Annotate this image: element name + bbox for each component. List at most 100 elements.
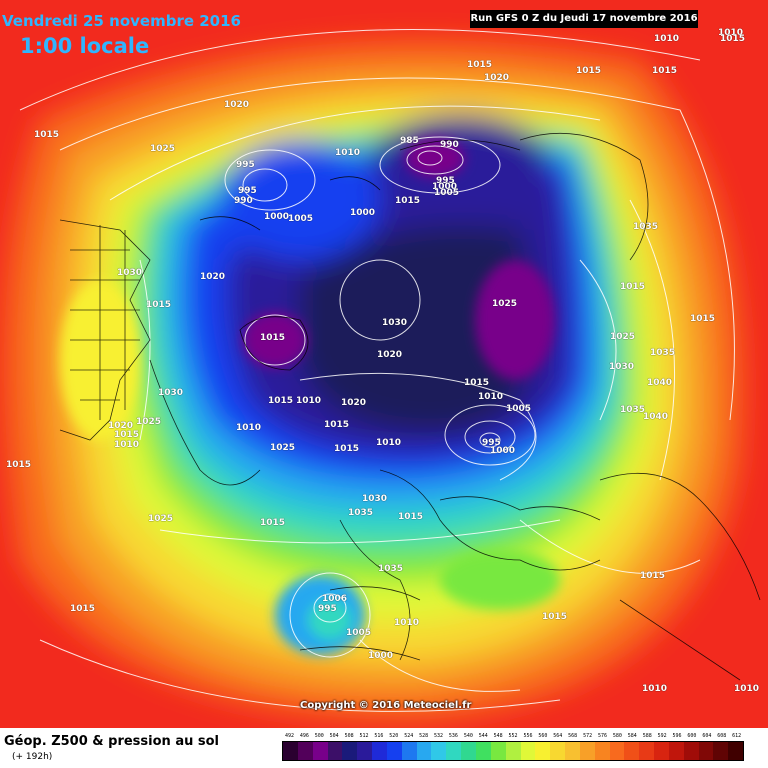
legend-label: 532 xyxy=(434,733,444,739)
isobar-label: 1015 xyxy=(34,130,60,140)
legend-label: 552 xyxy=(508,733,518,739)
isobar-label: 1010 xyxy=(114,440,140,450)
isobar-label: 1015 xyxy=(70,604,96,614)
legend-label: 496 xyxy=(299,733,309,739)
legend-label: 516 xyxy=(374,733,384,739)
copyright: Copyright © 2016 Meteociel.fr xyxy=(300,700,472,711)
model-run-label: Run GFS 0 Z du Jeudi 17 novembre 2016 xyxy=(470,10,698,28)
legend-swatch xyxy=(609,742,625,760)
forecast-date: Vendredi 25 novembre 2016 xyxy=(2,12,241,30)
isobar-label: 1000 xyxy=(350,208,376,218)
legend-swatch xyxy=(550,742,566,760)
isobar-label: 1020 xyxy=(377,350,403,360)
legend-swatch xyxy=(386,742,402,760)
legend-bar xyxy=(282,741,744,761)
legend-label: 492 xyxy=(284,733,294,739)
isobar-label: 1015 xyxy=(720,34,746,44)
isobar-label: 1025 xyxy=(150,144,176,154)
isobar-label: 990 xyxy=(440,140,459,150)
legend-swatch xyxy=(668,742,684,760)
isobar-label: 995 xyxy=(436,176,455,186)
legend-label: 556 xyxy=(523,733,533,739)
isobar-label: 1015 xyxy=(542,612,568,622)
isobar-label: 1025 xyxy=(610,332,636,342)
isobar-label: 1015 xyxy=(268,396,294,406)
legend-label: 524 xyxy=(404,733,414,739)
isobar-label: 985 xyxy=(400,136,419,146)
isobar-label: 995 xyxy=(318,604,337,614)
legend-swatch xyxy=(579,742,595,760)
legend-swatch xyxy=(565,742,580,760)
legend-swatch xyxy=(297,742,313,760)
isobar-label: 1020 xyxy=(341,398,367,408)
isobar-label: 1010 xyxy=(654,34,680,44)
legend-swatch xyxy=(520,742,536,760)
legend-label: 520 xyxy=(389,733,399,739)
legend-label: 504 xyxy=(329,733,339,739)
legend-swatch xyxy=(327,742,343,760)
legend-label: 564 xyxy=(553,733,563,739)
isobar-label: 1020 xyxy=(224,100,250,110)
isobar-label: 1020 xyxy=(108,421,134,431)
isobar-label: 1030 xyxy=(117,268,143,278)
legend-swatch xyxy=(461,742,476,760)
legend-label: 512 xyxy=(359,733,369,739)
isobar-label: 1010 xyxy=(335,148,361,158)
legend-swatch xyxy=(431,742,447,760)
isobar-label: 1040 xyxy=(647,378,673,388)
isobar-label: 1035 xyxy=(348,508,374,518)
legend-label: 584 xyxy=(627,733,637,739)
legend-label: 580 xyxy=(612,733,622,739)
legend-label: 612 xyxy=(732,733,742,739)
isobar-label: 1035 xyxy=(378,564,404,574)
legend-swatch xyxy=(624,742,640,760)
isobar-label: 1015 xyxy=(395,196,421,206)
legend-swatch xyxy=(283,742,298,760)
isobar-label: 1000 xyxy=(490,446,516,456)
legend-swatch xyxy=(490,742,506,760)
isobar-label: 1015 xyxy=(324,420,350,430)
legend-swatch xyxy=(639,742,655,760)
isobar-label: 1020 xyxy=(200,272,226,282)
legend-swatch xyxy=(698,742,714,760)
legend-swatch xyxy=(713,742,729,760)
legend-label: 608 xyxy=(717,733,727,739)
legend-swatch xyxy=(475,742,491,760)
legend-label: 500 xyxy=(314,733,324,739)
isobar-label: 1005 xyxy=(346,628,372,638)
legend-label: 544 xyxy=(478,733,488,739)
isobar-label: 1005 xyxy=(434,188,460,198)
isobar-label: 1000 xyxy=(432,182,458,192)
legend-swatch xyxy=(401,742,417,760)
weather-map: Vendredi 25 novembre 2016 1:00 locale Ru… xyxy=(0,0,768,728)
legend-label: 536 xyxy=(448,733,458,739)
color-legend: 492 496 500 504 508 512 516 520 524 528 532 536 540 5… xyxy=(282,733,744,761)
isobar-label: 1030 xyxy=(362,494,388,504)
isobar-label: 1035 xyxy=(633,222,659,232)
isobar-label: 1000 xyxy=(264,212,290,222)
isobar-label: 1025 xyxy=(270,443,296,453)
legend-label: 600 xyxy=(687,733,697,739)
isobar-label: 1025 xyxy=(492,299,518,309)
legend-label: 596 xyxy=(672,733,682,739)
legend-swatch xyxy=(594,742,610,760)
legend-swatch xyxy=(446,742,462,760)
legend-label: 588 xyxy=(642,733,652,739)
isobar-label: 1025 xyxy=(136,417,162,427)
isobar-label: 990 xyxy=(234,196,253,206)
isobar-label: 1010 xyxy=(734,684,760,694)
map-caption: Géop. Z500 & pression au sol xyxy=(4,734,219,749)
isobar-label: 1000 xyxy=(368,651,394,661)
isobar-label: 1015 xyxy=(114,430,140,440)
isobar-label: 1010 xyxy=(478,392,504,402)
isobar-label: 1015 xyxy=(640,571,666,581)
isobar-label: 1035 xyxy=(620,405,646,415)
isobar-label: 1025 xyxy=(148,514,174,524)
legend-swatch xyxy=(312,742,328,760)
legend-label: 508 xyxy=(344,733,354,739)
legend-labels: 492 496 500 504 508 512 516 520 524 528 532 536 540 5… xyxy=(282,733,744,741)
legend-swatch xyxy=(416,742,432,760)
isobar-label: 1015 xyxy=(146,300,172,310)
isobar-label: 1020 xyxy=(484,73,510,83)
legend-label: 572 xyxy=(583,733,593,739)
